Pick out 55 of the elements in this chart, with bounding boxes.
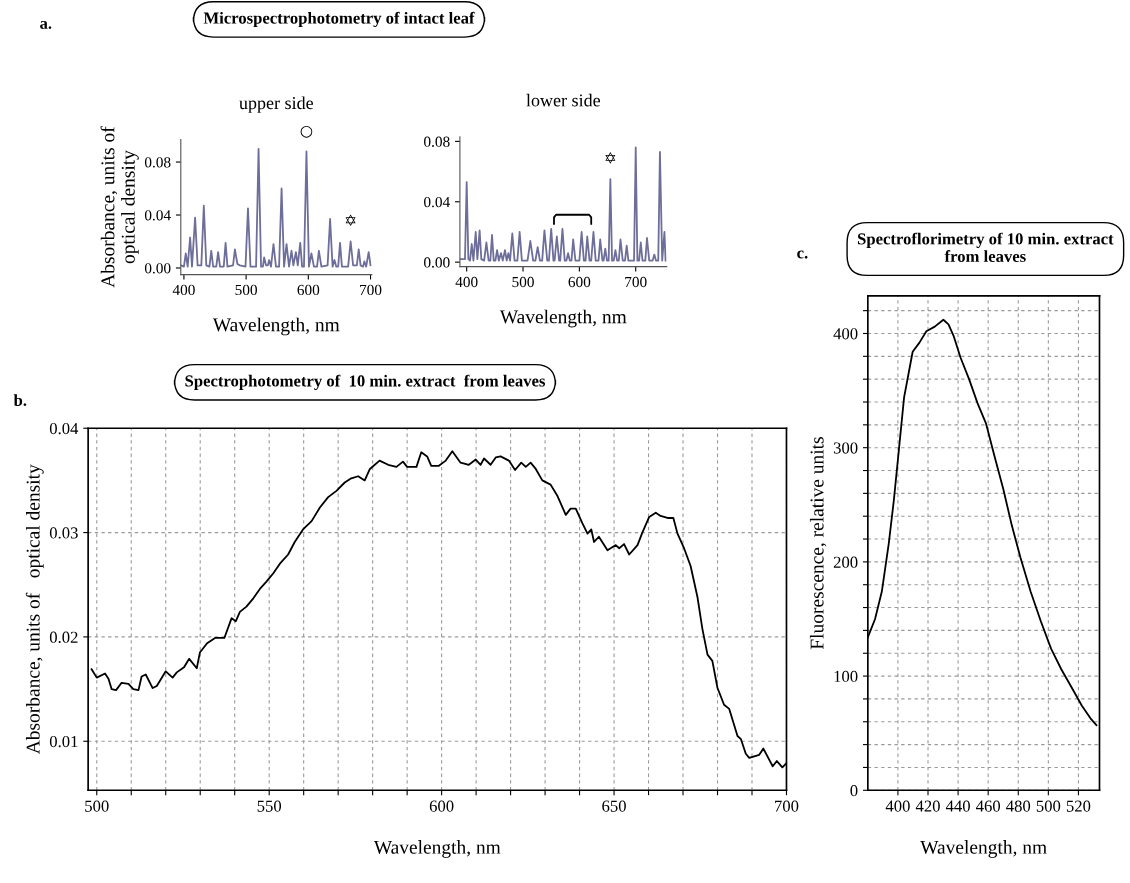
x-tick-label: 480 bbox=[1006, 800, 1031, 812]
chart-title: upper side bbox=[239, 96, 314, 113]
y-tick-label: 0.04 bbox=[49, 422, 79, 435]
x-tick-label: 520 bbox=[1066, 800, 1091, 812]
x-tick-label: 650 bbox=[602, 800, 626, 812]
x-tick-label: 700 bbox=[360, 284, 382, 296]
text: c. bbox=[797, 250, 808, 259]
x-tick-label: 600 bbox=[568, 276, 591, 288]
x-tick-label: 440 bbox=[945, 800, 970, 812]
x-tick-label: 500 bbox=[85, 800, 109, 812]
y-tick-label: 0.01 bbox=[49, 735, 78, 748]
y-tick-label: 100 bbox=[834, 670, 858, 683]
x-tick-label: 400 bbox=[172, 284, 195, 296]
annotation: ○ bbox=[300, 125, 313, 138]
x-tick-label: 550 bbox=[257, 800, 282, 812]
line-series bbox=[459, 146, 667, 262]
chart-title: Spectroflorimetry of 10 min. extract from leaves bbox=[857, 232, 1114, 262]
annotation: ✡ bbox=[345, 214, 356, 227]
y-tick-label: 0 bbox=[850, 784, 858, 797]
chart-title: lower side bbox=[526, 93, 601, 107]
y-tick-label: 0.02 bbox=[49, 631, 78, 643]
line-series bbox=[180, 147, 372, 268]
x-tick-label: 420 bbox=[915, 800, 940, 812]
x-axis-title: Wavelength, nm bbox=[212, 317, 340, 336]
text: b. bbox=[13, 394, 27, 407]
x-axis-title: Wavelength, nm bbox=[499, 309, 627, 328]
x-tick-label: 500 bbox=[512, 276, 534, 288]
x-tick-label: 600 bbox=[429, 800, 454, 812]
y-axis-title: Absorbance, units of optical density bbox=[100, 126, 139, 288]
y-tick-label: 0.00 bbox=[424, 257, 450, 268]
x-tick-label: 400 bbox=[885, 800, 910, 812]
y-axis-title: Fluorescence, relative units bbox=[809, 437, 827, 650]
text: a. bbox=[40, 20, 52, 29]
x-tick-label: 500 bbox=[1036, 800, 1061, 812]
y-tick-label: 0.04 bbox=[144, 210, 171, 221]
x-axis-title: Wavelength, nm bbox=[373, 840, 501, 858]
x-tick-label: 500 bbox=[235, 284, 257, 296]
y-tick-label: 0.04 bbox=[424, 196, 450, 208]
y-tick-label: 0.08 bbox=[424, 136, 450, 147]
x-tick-label: 460 bbox=[976, 800, 1001, 812]
y-tick-label: 0.08 bbox=[144, 157, 171, 168]
y-tick-label: 400 bbox=[833, 328, 858, 340]
chart-title: Spectrophotometry of 10 min. extract from leaves bbox=[185, 374, 546, 390]
text: Microspectrophotometry of intact leaf bbox=[203, 11, 475, 28]
y-tick-label: 0.00 bbox=[144, 263, 171, 274]
y-tick-label: 200 bbox=[833, 556, 858, 568]
x-tick-label: 600 bbox=[297, 284, 320, 296]
y-tick-label: 0.03 bbox=[49, 527, 78, 539]
y-axis-title: Absorbance, units of optical density bbox=[25, 464, 44, 755]
y-tick-label: 300 bbox=[833, 442, 858, 454]
x-tick-label: 700 bbox=[775, 800, 799, 812]
annotation: ✡ bbox=[605, 152, 616, 164]
x-tick-label: 400 bbox=[455, 276, 478, 288]
x-axis-title: Wavelength, nm bbox=[920, 840, 1047, 858]
x-tick-label: 700 bbox=[625, 276, 647, 288]
